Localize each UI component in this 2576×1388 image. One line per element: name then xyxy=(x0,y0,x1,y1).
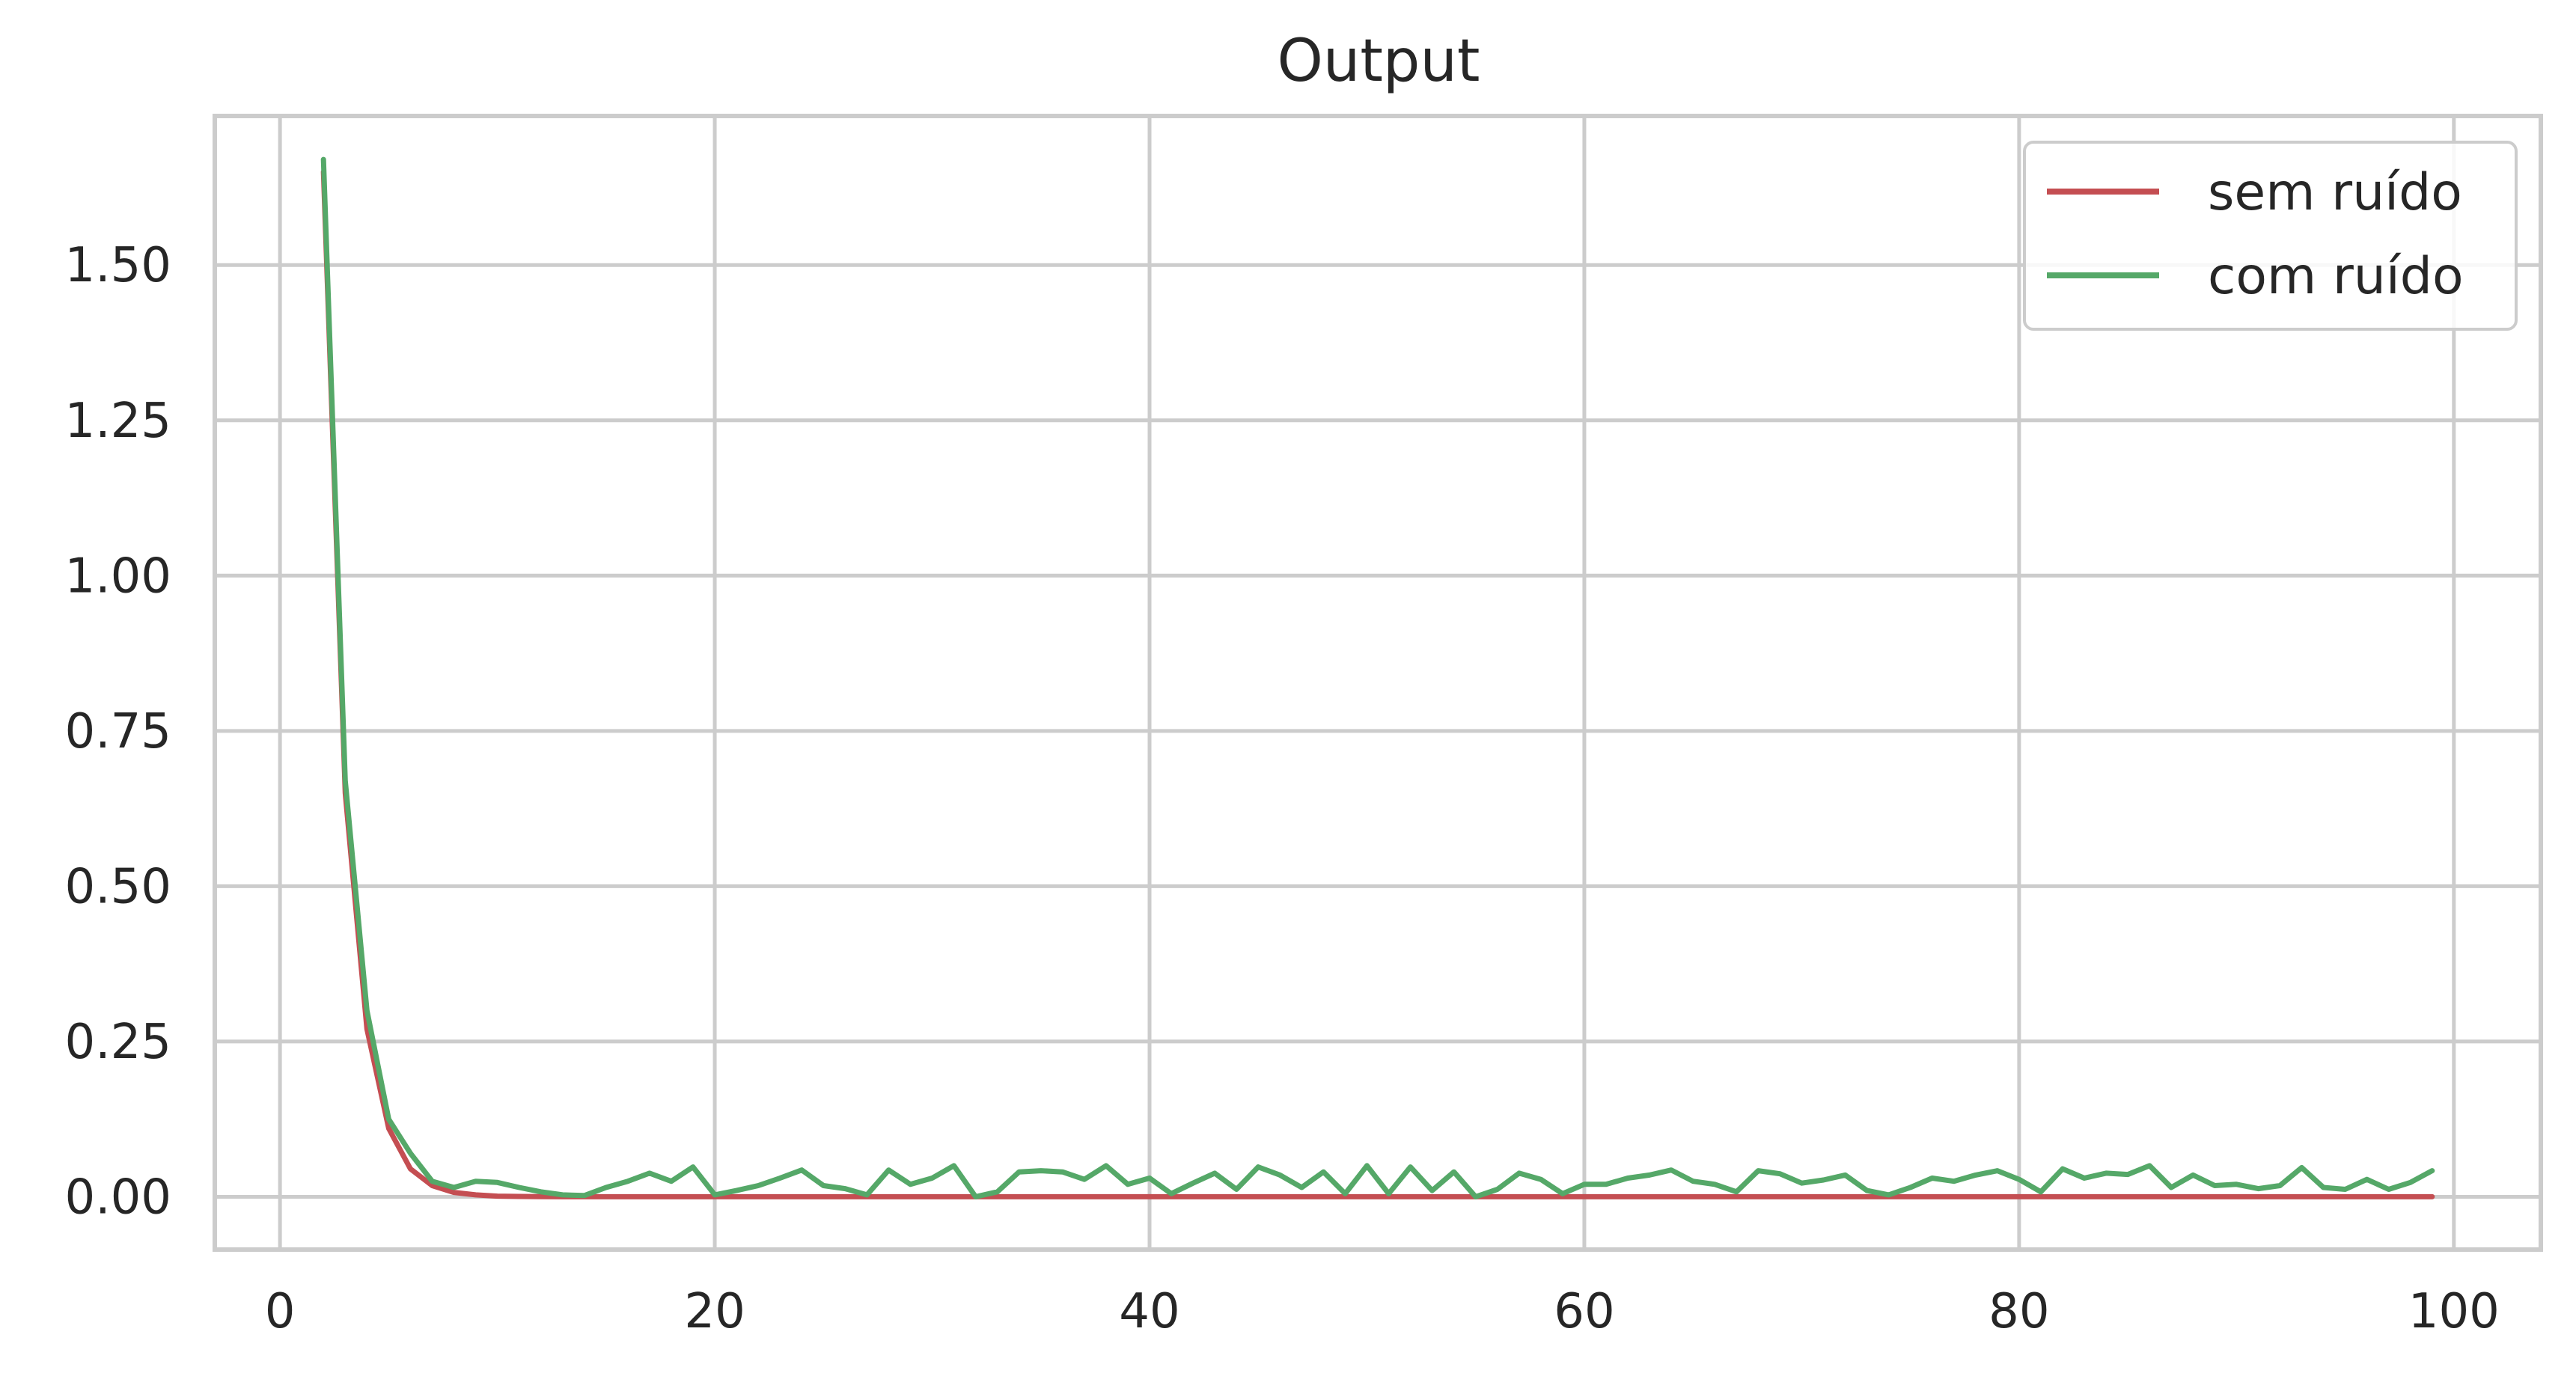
chart-title: Output xyxy=(1278,28,1480,95)
legend-label: sem ruído xyxy=(2208,163,2462,222)
x-tick-label: 100 xyxy=(2408,1284,2500,1339)
y-tick-label: 0.50 xyxy=(65,859,172,914)
legend-label: com ruído xyxy=(2208,247,2464,306)
y-tick-label: 1.00 xyxy=(65,548,172,604)
x-tick-label: 0 xyxy=(265,1284,296,1339)
x-tick-label: 80 xyxy=(1989,1284,2049,1339)
y-tick-label: 0.75 xyxy=(65,704,172,759)
legend: sem ruído com ruído xyxy=(2023,141,2518,331)
y-tick-label: 1.50 xyxy=(65,238,172,293)
tick-labels: 0 20 40 60 80 100 0.00 0.25 0.50 0.75 1.00 1.25 1.50 xyxy=(65,238,2500,1339)
x-tick-label: 20 xyxy=(684,1284,745,1339)
x-tick-label: 40 xyxy=(1119,1284,1179,1339)
y-tick-label: 1.25 xyxy=(65,394,172,449)
y-tick-label: 0.00 xyxy=(65,1170,172,1225)
plot-area-frame xyxy=(213,114,2543,1252)
series-line-1 xyxy=(320,169,2435,1199)
series-line-2 xyxy=(320,156,2435,1199)
series-lines xyxy=(320,156,2435,1199)
x-tick-label: 60 xyxy=(1554,1284,1614,1339)
y-tick-label: 0.25 xyxy=(65,1015,172,1070)
